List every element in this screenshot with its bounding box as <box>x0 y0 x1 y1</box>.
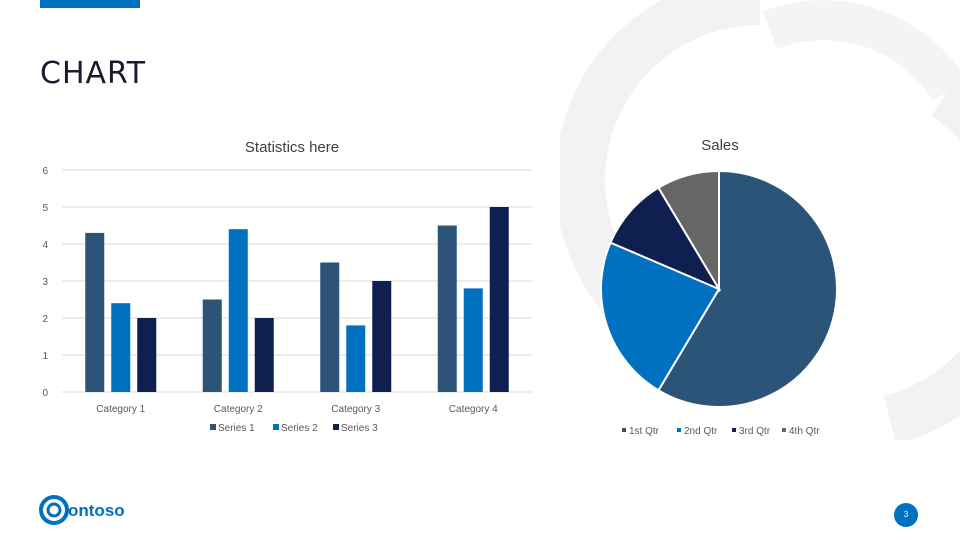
logo-text: ontoso <box>68 501 125 520</box>
bar <box>372 281 392 392</box>
legend-swatch <box>622 428 626 432</box>
pie-slice <box>657 169 838 408</box>
legend-swatch <box>333 424 339 430</box>
legend-label: Series 3 <box>341 423 378 434</box>
legend-label: Series 2 <box>281 423 318 434</box>
slide-title: CHART <box>40 56 147 91</box>
bar <box>489 207 509 392</box>
bar <box>437 225 457 392</box>
legend-swatch <box>273 424 279 430</box>
x-tick-label: Category 2 <box>214 404 263 415</box>
legend-swatch <box>732 428 736 432</box>
legend-swatch <box>210 424 216 430</box>
legend-label: 4th Qtr <box>789 426 820 437</box>
bar <box>228 229 248 392</box>
pie-slice <box>609 186 722 292</box>
y-tick-label: 4 <box>42 240 48 251</box>
legend-label: 2nd Qtr <box>684 426 718 437</box>
legend-swatch <box>677 428 681 432</box>
y-axis-ticks: 0 1 2 3 4 5 6 <box>42 166 48 399</box>
x-tick-label: Category 3 <box>331 404 380 415</box>
x-tick-label: Category 1 <box>96 404 145 415</box>
y-tick-label: 1 <box>42 351 48 362</box>
bar <box>202 299 222 392</box>
y-tick-label: 5 <box>42 203 48 214</box>
bar <box>320 262 340 392</box>
bar-chart-title: Statistics here <box>245 139 339 156</box>
y-tick-label: 6 <box>42 166 48 177</box>
bar-chart-legend: Series 1 Series 2 Series 3 <box>210 423 378 434</box>
legend-label: 1st Qtr <box>629 426 660 437</box>
bar <box>137 318 157 392</box>
contoso-logo: ontoso <box>39 495 125 525</box>
bar <box>254 318 274 392</box>
legend-swatch <box>782 428 786 432</box>
legend-label: 3rd Qtr <box>739 426 771 437</box>
bar <box>85 232 105 392</box>
pie-chart-legend: 1st Qtr 2nd Qtr 3rd Qtr 4th Qtr <box>622 426 820 437</box>
bar <box>346 325 366 392</box>
bars <box>85 207 509 392</box>
pie-chart: Sales 1st Qtr 2nd Qtr 3rd Qtr 4th Qtr <box>600 137 838 437</box>
pie-slice <box>600 241 721 392</box>
pie-chart-title: Sales <box>701 137 739 154</box>
pie-slice <box>657 169 720 293</box>
page-number-badge: 3 <box>894 503 918 527</box>
pie-slices <box>600 169 838 408</box>
legend-label: Series 1 <box>218 423 255 434</box>
x-axis-ticks: Category 1 Category 2 Category 3 Category 4 <box>96 404 498 415</box>
bar <box>463 288 483 392</box>
y-tick-label: 3 <box>42 277 48 288</box>
x-tick-label: Category 4 <box>449 404 498 415</box>
bar <box>111 303 131 392</box>
y-tick-label: 0 <box>42 388 48 399</box>
accent-bar <box>40 0 140 8</box>
y-tick-label: 2 <box>42 314 48 325</box>
gridlines <box>62 169 532 393</box>
